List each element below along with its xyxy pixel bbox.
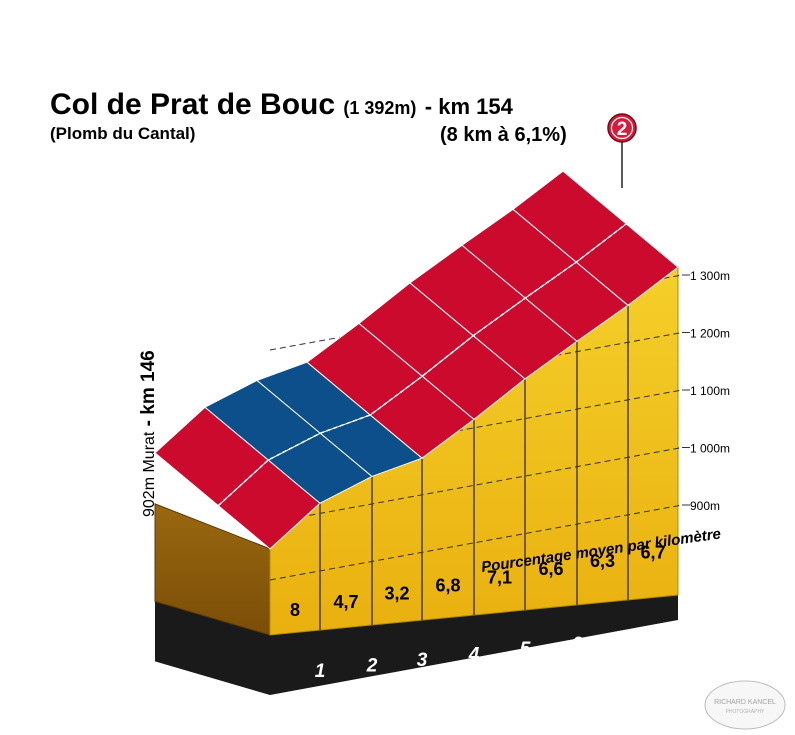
gradient-label: 6,6: [538, 559, 563, 579]
summit-altitude: (1 392m): [343, 98, 417, 118]
gradient-labels: 8 4,7 3,2 6,8 7,1 6,6 6,3 6,7 1 2 3 4 5 6 7: [290, 543, 666, 682]
gradient-label: 6,3: [590, 551, 615, 571]
watermark-line1: RICHARD KANCEL: [714, 699, 776, 706]
altitude-label: 1 200m: [690, 327, 730, 341]
start-km: - km 146: [138, 350, 159, 431]
gradient-label: 6,7: [640, 543, 665, 563]
start-place: 902m Murat: [141, 431, 158, 517]
road-centerline: [217, 223, 627, 507]
climb-subtitle: (Plomb du Cantal): [50, 124, 196, 143]
altitude-label: 1 100m: [690, 384, 730, 398]
terrain-face: [269, 266, 679, 636]
gradient-segments: [154, 170, 679, 550]
start-label: 902m Murat - km 146: [138, 350, 159, 517]
gradient-label: 6,8: [435, 576, 460, 596]
km-tick-label: 4: [468, 645, 480, 666]
altitude-label: 1 300m: [690, 269, 730, 283]
gradient-label: 8: [290, 600, 300, 620]
km-tick-label: 7: [623, 628, 635, 649]
altitude-label: 1 000m: [690, 442, 730, 456]
gradient-label: 4,7: [333, 592, 358, 612]
category-badge: [607, 113, 637, 143]
km-tick-label: 3: [417, 650, 428, 671]
summit-km: - km 154: [424, 94, 513, 119]
km-tick-label: 2: [366, 655, 378, 676]
climb-stats: (8 km à 6,1%): [440, 124, 567, 146]
watermark-line2: PHOTOGRAPHY: [726, 709, 765, 715]
base-slab: [155, 595, 678, 695]
watermark: RICHARD KANCEL PHOTOGRAPHY: [704, 680, 786, 730]
altitude-gridlines: 900m 1 000m 1 100m 1 200m 1 300m: [269, 269, 730, 581]
climb-title: Col de Prat de Bouc (1 392m) - km 154: [50, 88, 513, 122]
altitude-label: 900m: [690, 499, 720, 513]
km-base: [155, 595, 678, 695]
climb-name: Col de Prat de Bouc: [50, 88, 336, 121]
km-tick-label: 6: [572, 634, 583, 655]
km-tick-label: 1: [315, 661, 326, 682]
category-badge-ring: [610, 116, 634, 140]
category-number: 2: [617, 119, 628, 140]
km-tick-label: 5: [520, 639, 531, 660]
gradient-label: 7,1: [487, 567, 512, 587]
gradient-label: 3,2: [384, 584, 409, 604]
